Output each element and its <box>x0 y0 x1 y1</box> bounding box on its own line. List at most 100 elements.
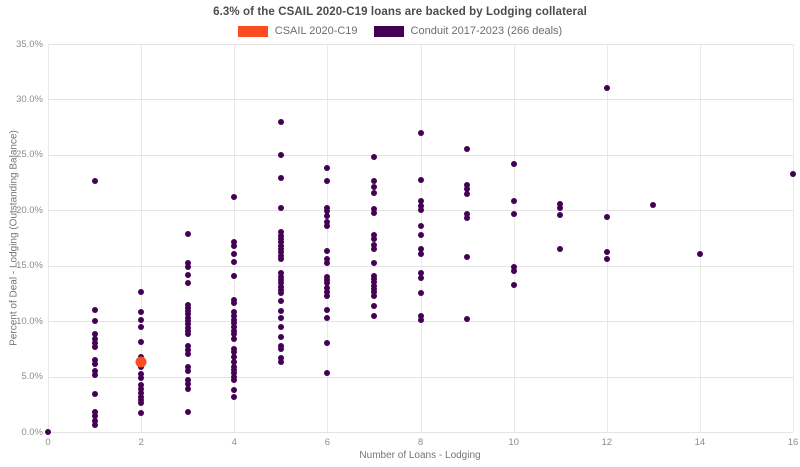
data-point[interactable] <box>370 276 377 283</box>
data-point[interactable] <box>277 151 284 158</box>
data-point[interactable] <box>277 333 284 340</box>
data-point[interactable] <box>91 356 98 363</box>
data-point[interactable] <box>417 274 424 281</box>
data-point[interactable] <box>277 314 284 321</box>
data-point[interactable] <box>91 331 98 338</box>
data-point[interactable] <box>277 345 284 352</box>
data-point[interactable] <box>650 201 657 208</box>
data-point[interactable] <box>231 349 238 356</box>
data-point[interactable] <box>184 368 191 375</box>
data-point[interactable] <box>510 268 517 275</box>
data-point[interactable] <box>184 263 191 270</box>
data-point[interactable] <box>231 376 238 383</box>
data-point[interactable] <box>184 311 191 318</box>
data-point[interactable] <box>184 385 191 392</box>
data-point[interactable] <box>324 284 331 291</box>
data-point[interactable] <box>324 208 331 215</box>
data-point[interactable] <box>231 331 238 338</box>
data-point[interactable] <box>138 339 145 346</box>
data-point[interactable] <box>184 230 191 237</box>
data-point[interactable] <box>91 413 98 420</box>
data-point[interactable] <box>231 317 238 324</box>
data-point[interactable] <box>370 231 377 238</box>
data-point[interactable] <box>370 292 377 299</box>
data-point[interactable] <box>184 260 191 267</box>
data-point[interactable] <box>231 359 238 366</box>
data-point[interactable] <box>557 211 564 218</box>
data-point[interactable] <box>91 178 98 185</box>
data-point[interactable] <box>231 328 238 335</box>
data-point[interactable] <box>231 239 238 246</box>
data-point[interactable] <box>324 277 331 284</box>
data-point[interactable] <box>277 246 284 253</box>
data-point[interactable] <box>138 400 145 407</box>
data-point[interactable] <box>370 302 377 309</box>
legend-item[interactable]: Conduit 2017-2023 (266 deals) <box>373 25 562 37</box>
data-point[interactable] <box>370 289 377 296</box>
data-point[interactable] <box>370 178 377 185</box>
data-point[interactable] <box>277 118 284 125</box>
data-point[interactable] <box>557 205 564 212</box>
data-point[interactable] <box>417 270 424 277</box>
data-point[interactable] <box>324 289 331 296</box>
data-point[interactable] <box>277 236 284 243</box>
data-point[interactable] <box>184 331 191 338</box>
data-point[interactable] <box>231 193 238 200</box>
data-point[interactable] <box>324 256 331 263</box>
data-point[interactable] <box>138 317 145 324</box>
data-point[interactable] <box>370 154 377 161</box>
data-point[interactable] <box>790 170 796 177</box>
data-point[interactable] <box>231 312 238 319</box>
data-point[interactable] <box>184 308 191 315</box>
data-point[interactable] <box>184 376 191 383</box>
data-point[interactable] <box>417 290 424 297</box>
data-point[interactable] <box>324 292 331 299</box>
data-point[interactable] <box>324 165 331 172</box>
data-point[interactable] <box>135 356 147 368</box>
data-point[interactable] <box>557 246 564 253</box>
data-point[interactable] <box>417 246 424 253</box>
data-point[interactable] <box>277 175 284 182</box>
data-point[interactable] <box>277 354 284 361</box>
data-point[interactable] <box>231 393 238 400</box>
data-point[interactable] <box>510 160 517 167</box>
data-point[interactable] <box>277 280 284 287</box>
data-point[interactable] <box>324 370 331 377</box>
data-point[interactable] <box>277 256 284 263</box>
data-point[interactable] <box>231 297 238 304</box>
data-point[interactable] <box>184 351 191 358</box>
data-point[interactable] <box>370 184 377 190</box>
data-point[interactable] <box>91 372 98 379</box>
data-point[interactable] <box>510 198 517 205</box>
data-point[interactable] <box>370 285 377 292</box>
data-point[interactable] <box>324 260 331 267</box>
data-point[interactable] <box>91 391 98 398</box>
data-point[interactable] <box>138 289 145 296</box>
data-point[interactable] <box>138 410 145 417</box>
data-point[interactable] <box>510 210 517 217</box>
data-point[interactable] <box>417 207 424 214</box>
data-point[interactable] <box>184 271 191 278</box>
data-point[interactable] <box>603 256 610 263</box>
data-point[interactable] <box>417 202 424 209</box>
data-point[interactable] <box>417 198 424 205</box>
data-point[interactable] <box>324 280 331 287</box>
data-point[interactable] <box>184 381 191 388</box>
data-point[interactable] <box>464 215 471 222</box>
legend-item[interactable]: CSAIL 2020-C19 <box>237 25 358 37</box>
data-point[interactable] <box>138 385 145 392</box>
data-point[interactable] <box>138 393 145 400</box>
data-point[interactable] <box>277 249 284 256</box>
data-point[interactable] <box>417 222 424 229</box>
data-point[interactable] <box>231 259 238 266</box>
data-point[interactable] <box>91 361 98 368</box>
data-point[interactable] <box>91 368 98 375</box>
data-point[interactable] <box>603 249 610 256</box>
data-point[interactable] <box>324 248 331 255</box>
data-point[interactable] <box>370 236 377 243</box>
data-point[interactable] <box>138 374 145 381</box>
data-point[interactable] <box>184 314 191 321</box>
data-point[interactable] <box>370 246 377 253</box>
data-point[interactable] <box>231 370 238 377</box>
data-point[interactable] <box>138 382 145 389</box>
